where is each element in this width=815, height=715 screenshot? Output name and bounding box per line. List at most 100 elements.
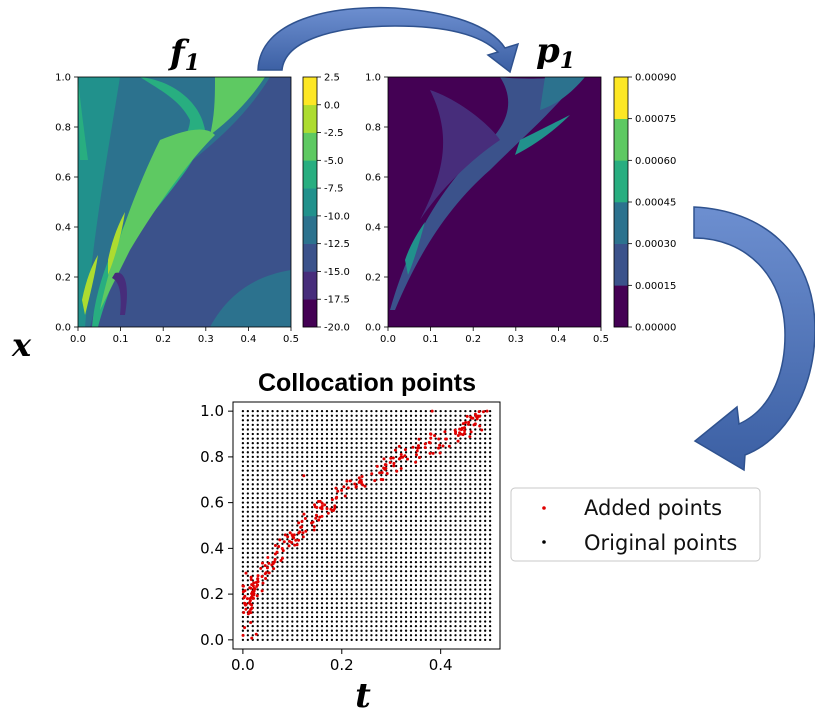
original-point	[355, 432, 358, 436]
original-point	[464, 638, 467, 642]
original-point	[444, 501, 447, 504]
original-point	[291, 551, 294, 555]
added-point	[459, 428, 463, 432]
original-point	[419, 538, 423, 541]
original-point	[385, 606, 388, 609]
original-point	[375, 588, 378, 591]
original-point	[469, 538, 472, 541]
added-point	[464, 421, 468, 425]
original-point	[340, 519, 343, 523]
legend-marker-added	[542, 506, 546, 510]
original-point	[251, 496, 254, 500]
original-point	[330, 469, 334, 472]
original-point	[281, 602, 284, 605]
original-point	[266, 487, 269, 491]
original-point	[459, 446, 462, 449]
original-point	[330, 519, 334, 523]
original-point	[276, 506, 279, 509]
original-point	[350, 483, 353, 486]
original-point	[330, 464, 334, 468]
original-point	[301, 547, 304, 550]
original-point	[424, 506, 427, 509]
original-point	[424, 638, 427, 642]
original-point	[380, 624, 383, 628]
original-point	[409, 492, 413, 495]
original-point	[395, 451, 398, 454]
original-point	[469, 565, 472, 568]
original-point	[350, 542, 353, 545]
original-point	[276, 638, 279, 642]
original-point	[360, 611, 363, 614]
original-point	[291, 428, 294, 431]
original-point	[261, 428, 264, 431]
original-point	[345, 483, 348, 486]
original-point	[434, 538, 437, 541]
original-point	[276, 620, 279, 623]
original-point	[286, 506, 289, 509]
original-point	[488, 606, 492, 609]
original-point	[261, 506, 264, 509]
original-point	[360, 515, 363, 518]
original-point	[380, 428, 383, 431]
original-point	[251, 474, 254, 477]
original-point	[350, 515, 353, 518]
original-point	[370, 487, 373, 491]
p1-ytick-label: 1.0	[365, 73, 381, 84]
original-point	[444, 570, 447, 573]
original-point	[241, 570, 245, 573]
original-point	[345, 556, 348, 559]
original-point	[370, 528, 373, 532]
original-point	[301, 528, 304, 532]
original-point	[345, 574, 348, 577]
original-point	[419, 528, 423, 532]
original-point	[310, 606, 314, 609]
original-point	[419, 611, 423, 614]
original-point	[241, 432, 245, 436]
original-point	[320, 451, 324, 454]
original-point	[246, 469, 249, 472]
original-point	[310, 451, 314, 454]
original-point	[266, 492, 269, 495]
original-point	[301, 588, 304, 591]
original-point	[301, 542, 304, 545]
original-point	[484, 551, 487, 555]
original-point	[325, 519, 329, 523]
original-point	[474, 597, 477, 600]
added-point	[317, 518, 321, 522]
original-point	[360, 506, 363, 509]
original-point	[385, 501, 388, 504]
original-point	[424, 606, 427, 609]
original-point	[459, 506, 462, 509]
added-point	[273, 557, 277, 561]
original-point	[484, 464, 487, 468]
original-point	[488, 574, 492, 577]
original-point	[281, 478, 284, 481]
original-point	[360, 547, 363, 550]
original-point	[488, 510, 492, 513]
original-point	[469, 528, 472, 532]
original-point	[315, 588, 319, 591]
original-point	[335, 597, 338, 600]
original-point	[355, 551, 358, 555]
original-point	[484, 442, 487, 445]
original-point	[439, 409, 442, 413]
original-point	[306, 588, 309, 591]
original-point	[439, 606, 442, 609]
added-point	[441, 444, 445, 448]
original-point	[479, 638, 482, 642]
f1-colorbar-label: -7.5	[324, 184, 344, 195]
original-point	[266, 432, 269, 436]
original-point	[375, 437, 378, 440]
original-point	[380, 432, 383, 436]
original-point	[404, 510, 408, 513]
original-point	[271, 629, 274, 632]
original-point	[365, 579, 368, 582]
f1-colorbar-frame	[302, 76, 318, 328]
original-point	[474, 579, 477, 582]
original-point	[375, 592, 378, 596]
original-point	[424, 528, 427, 532]
original-point	[296, 606, 299, 609]
original-point	[340, 524, 343, 527]
original-point	[271, 620, 274, 623]
original-point	[414, 634, 418, 637]
